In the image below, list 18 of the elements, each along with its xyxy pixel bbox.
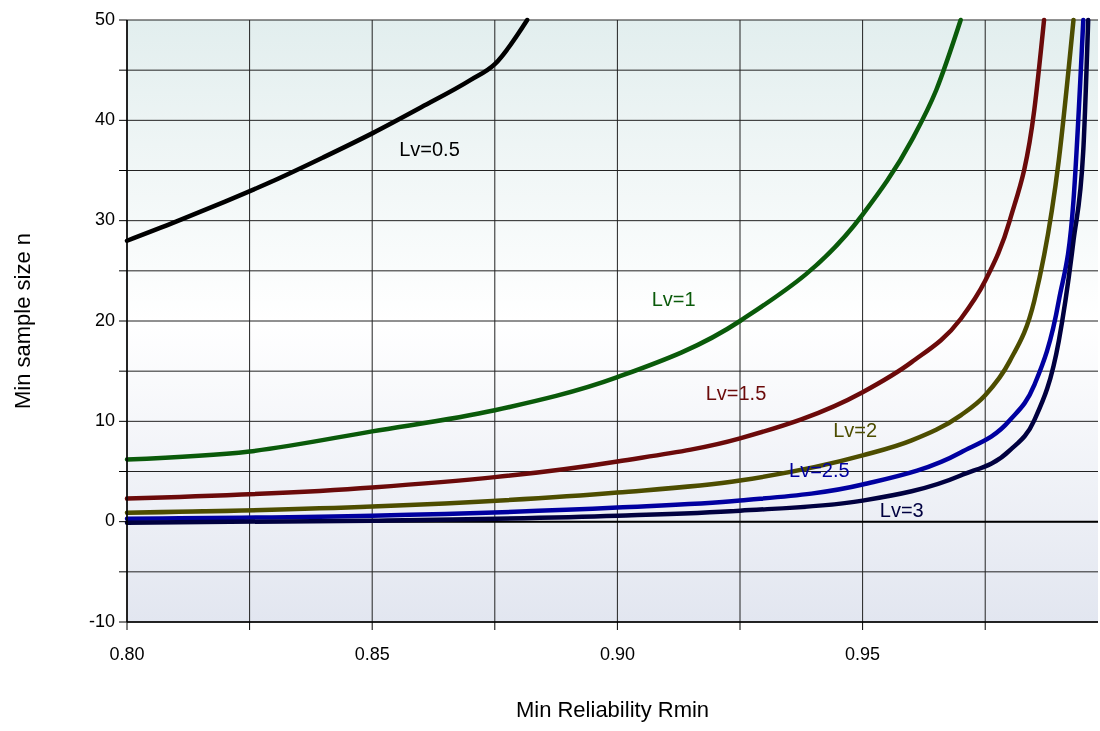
x-axis-title: Min Reliability Rmin	[515, 697, 710, 722]
x-tick-label: 0.90	[599, 644, 635, 664]
y-tick-label: 0	[104, 510, 115, 531]
line-series	[124, 17, 963, 462]
y-tick-label: 10	[94, 410, 115, 431]
y-tick-label: 40	[94, 109, 115, 130]
x-tick-label: 0.85	[354, 644, 390, 664]
y-tick-label: -10	[88, 610, 115, 631]
series-label: Lv=0.5	[399, 137, 460, 160]
series-label: Lv=1.5	[705, 381, 767, 404]
series-label: Lv=1	[651, 288, 696, 311]
y-axis-title: Min sample size n	[10, 232, 35, 410]
x-tick-label: 0.95	[845, 644, 881, 664]
x-tick-label: 0.80	[109, 644, 145, 664]
y-tick-label: 20	[94, 309, 115, 330]
y-tick-label: 30	[94, 209, 115, 230]
y-tick-label: 50	[94, 8, 115, 29]
series-label: Lv=3	[879, 498, 924, 521]
